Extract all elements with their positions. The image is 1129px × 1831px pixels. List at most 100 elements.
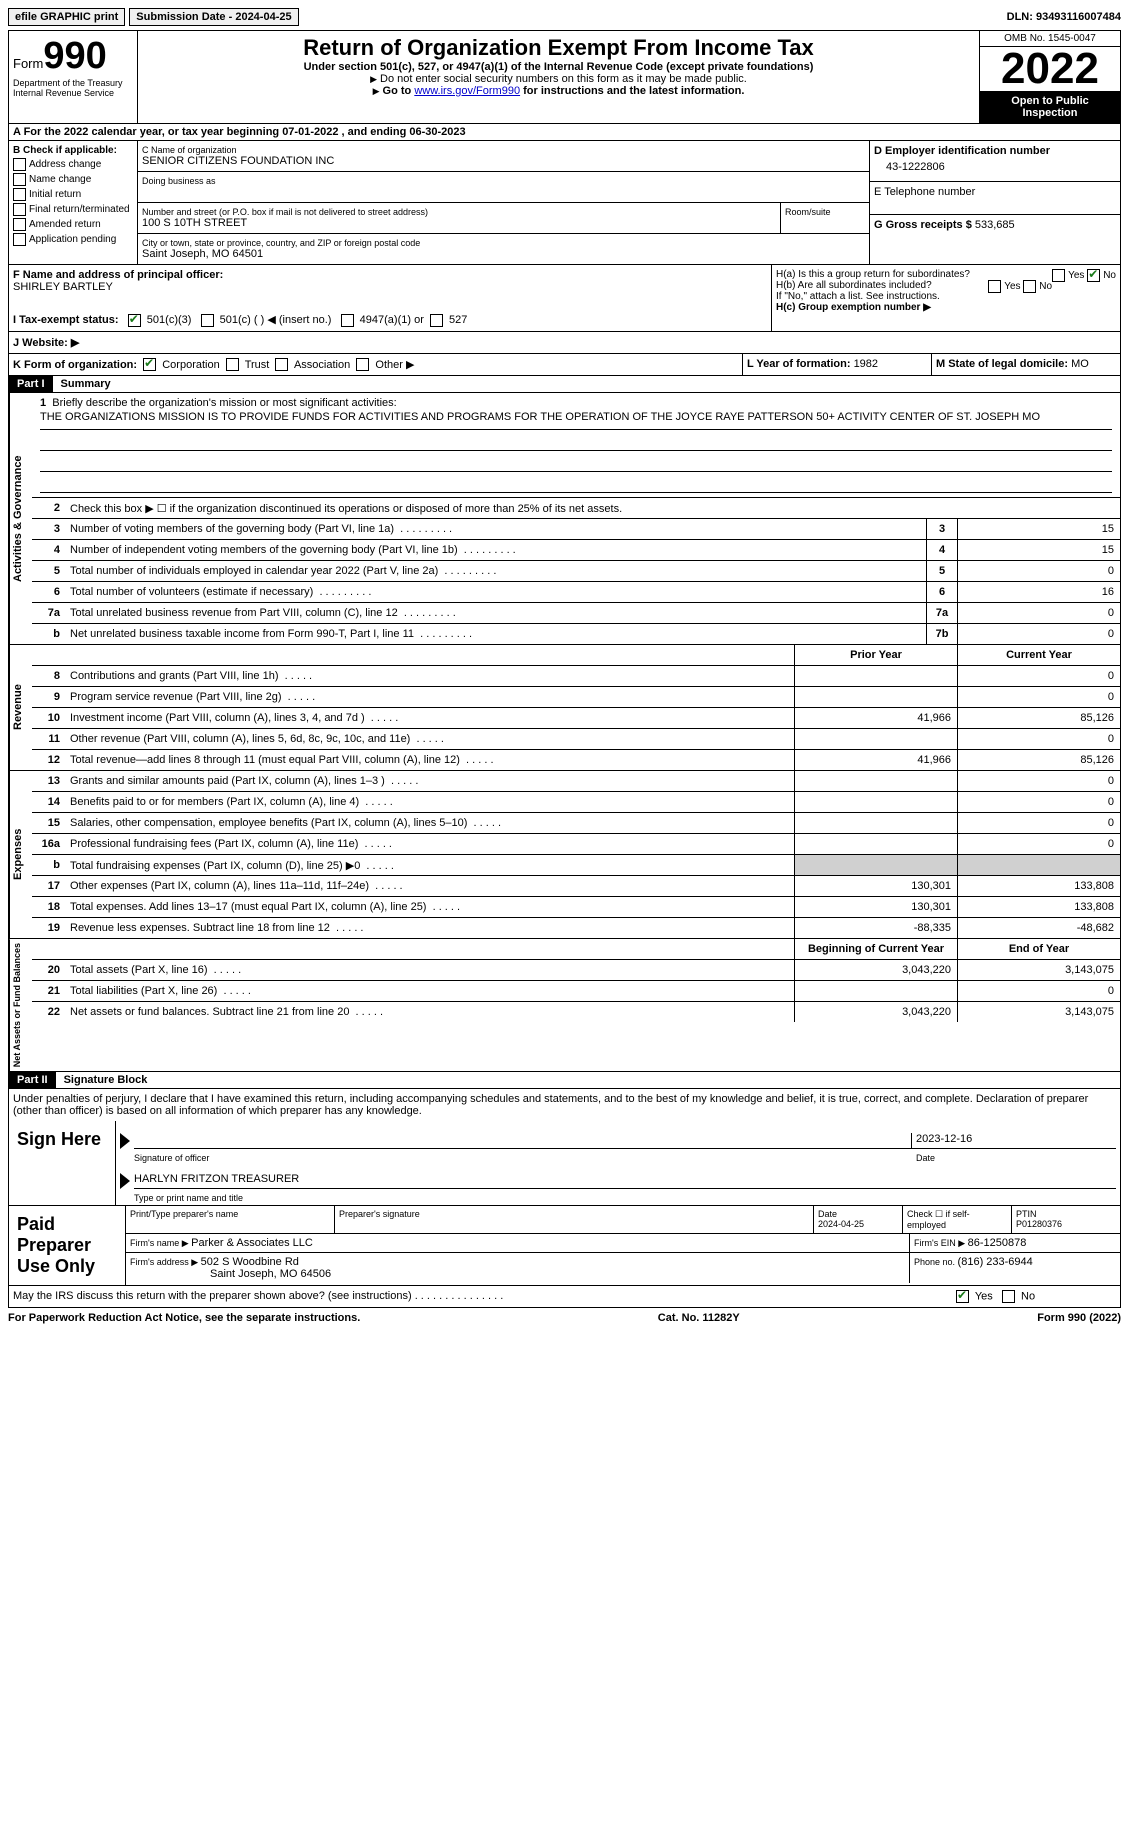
table-row: 14Benefits paid to or for members (Part … (32, 792, 1120, 813)
irs-label: Internal Revenue Service (13, 88, 133, 98)
table-row: 6Total number of volunteers (estimate if… (32, 582, 1120, 603)
line2-label: Check this box ▶ ☐ if the organization d… (66, 500, 1120, 517)
part2-title: Signature Block (64, 1074, 148, 1086)
part1-bar: Part I Summary (8, 376, 1121, 393)
check-corp[interactable] (143, 358, 156, 371)
table-row: 22Net assets or fund balances. Subtract … (32, 1002, 1120, 1022)
tax-year: 2022 (980, 47, 1120, 91)
check-other[interactable] (356, 358, 369, 371)
ha-yes[interactable] (1052, 269, 1065, 282)
check-address[interactable]: Address change (13, 158, 133, 171)
part1-header: Part I (9, 376, 53, 392)
table-row: 4Number of independent voting members of… (32, 540, 1120, 561)
footer-left: For Paperwork Reduction Act Notice, see … (8, 1312, 360, 1324)
part2-header: Part II (9, 1072, 56, 1088)
col-end: End of Year (957, 939, 1120, 959)
prep-date: Date2024-04-25 (814, 1206, 903, 1233)
check-pending[interactable]: Application pending (13, 233, 133, 246)
col-begin: Beginning of Current Year (794, 939, 957, 959)
firm-ein: Firm's EIN ▶ 86-1250878 (910, 1234, 1120, 1252)
phone-label: E Telephone number (874, 186, 1116, 198)
prep-sig-label: Preparer's signature (335, 1206, 814, 1233)
open-public: Open to Public Inspection (980, 91, 1120, 123)
row-i: I Tax-exempt status: 501(c)(3) 501(c) ( … (13, 313, 767, 327)
check-501c[interactable] (201, 314, 214, 327)
row-l: L Year of formation: 1982 (742, 354, 931, 376)
discuss-no[interactable] (1002, 1290, 1015, 1303)
footer-mid: Cat. No. 11282Y (658, 1312, 740, 1324)
box-b-label: B Check if applicable: (13, 145, 133, 156)
form-subtitle: Under section 501(c), 527, or 4947(a)(1)… (142, 61, 975, 73)
table-row: bNet unrelated business taxable income f… (32, 624, 1120, 644)
col-prior: Prior Year (794, 645, 957, 665)
ein-value: 43-1222806 (874, 157, 1116, 177)
irs-link[interactable]: www.irs.gov/Form990 (414, 85, 520, 97)
table-row: 9Program service revenue (Part VIII, lin… (32, 687, 1120, 708)
mission-text: THE ORGANIZATIONS MISSION IS TO PROVIDE … (40, 409, 1112, 430)
paid-preparer-section: Paid Preparer Use Only Print/Type prepar… (8, 1206, 1121, 1286)
section-bc: B Check if applicable: Address change Na… (8, 141, 1121, 265)
dept-treasury: Department of the Treasury (13, 78, 133, 88)
check-527[interactable] (430, 314, 443, 327)
firm-name: Firm's name ▶ Parker & Associates LLC (126, 1234, 910, 1252)
check-4947[interactable] (341, 314, 354, 327)
date-label: Date (916, 1153, 1116, 1163)
table-row: 19Revenue less expenses. Subtract line 1… (32, 918, 1120, 938)
check-501c3[interactable] (128, 314, 141, 327)
check-final[interactable]: Final return/terminated (13, 203, 133, 216)
vert-exp: Expenses (9, 771, 32, 938)
street-value: 100 S 10TH STREET (142, 217, 776, 229)
street-label: Number and street (or P.O. box if mail i… (142, 207, 776, 217)
line1-label: 1 Briefly describe the organization's mi… (40, 397, 1112, 409)
hb-yes[interactable] (988, 280, 1001, 293)
may-irs-label: May the IRS discuss this return with the… (9, 1286, 952, 1307)
check-assoc[interactable] (275, 358, 288, 371)
page-footer: For Paperwork Reduction Act Notice, see … (8, 1312, 1121, 1324)
discuss-yes[interactable] (956, 1290, 969, 1303)
type-name-label: Type or print name and title (134, 1193, 243, 1203)
check-trust[interactable] (226, 358, 239, 371)
part1-title: Summary (61, 378, 111, 390)
form-header: Form990 Department of the Treasury Inter… (8, 30, 1121, 124)
prep-name-label: Print/Type preparer's name (126, 1206, 335, 1233)
note-ssn: Do not enter social security numbers on … (142, 73, 975, 85)
table-row: 3Number of voting members of the governi… (32, 519, 1120, 540)
sig-officer-label: Signature of officer (134, 1153, 916, 1163)
gross-receipts: G Gross receipts $ 533,685 (870, 215, 1120, 235)
note-link: Go to www.irs.gov/Form990 for instructio… (142, 85, 975, 97)
table-row: 11Other revenue (Part VIII, column (A), … (32, 729, 1120, 750)
summary-net: Net Assets or Fund Balances Beginning of… (8, 939, 1121, 1072)
officer-name-sig: HARLYN FRITZON TREASURER (134, 1173, 1116, 1189)
table-row: 18Total expenses. Add lines 13–17 (must … (32, 897, 1120, 918)
firm-address: Firm's address ▶ 502 S Woodbine Rd Saint… (126, 1253, 910, 1283)
check-self-employed[interactable]: Check ☐ if self-employed (903, 1206, 1012, 1233)
table-row: 15Salaries, other compensation, employee… (32, 813, 1120, 834)
hb-no[interactable] (1023, 280, 1036, 293)
vert-ag: Activities & Governance (9, 393, 32, 644)
org-name: SENIOR CITIZENS FOUNDATION INC (142, 155, 865, 167)
check-name[interactable]: Name change (13, 173, 133, 186)
sig-date: 2023-12-16 (911, 1133, 1116, 1149)
row-j: J Website: ▶ (8, 332, 1121, 354)
ha-no[interactable] (1087, 269, 1100, 282)
vert-rev: Revenue (9, 645, 32, 770)
summary-ag: Activities & Governance 1 Briefly descri… (8, 393, 1121, 645)
row-klm: K Form of organization: Corporation Trus… (8, 354, 1121, 377)
summary-rev: Revenue Prior Year Current Year 8Contrib… (8, 645, 1121, 771)
table-row: 7aTotal unrelated business revenue from … (32, 603, 1120, 624)
summary-exp: Expenses 13Grants and similar amounts pa… (8, 771, 1121, 939)
check-initial[interactable]: Initial return (13, 188, 133, 201)
efile-button[interactable]: efile GRAPHIC print (8, 8, 125, 26)
row-a-period: A For the 2022 calendar year, or tax yea… (8, 124, 1121, 141)
sign-here-section: Sign Here 2023-12-16 Signature of office… (8, 1121, 1121, 1206)
table-row: 17Other expenses (Part IX, column (A), l… (32, 876, 1120, 897)
arrow-icon (120, 1133, 130, 1149)
ptin: PTINP01280376 (1012, 1206, 1120, 1233)
table-row: 5Total number of individuals employed in… (32, 561, 1120, 582)
submission-box: Submission Date - 2024-04-25 (129, 8, 298, 26)
check-amended[interactable]: Amended return (13, 218, 133, 231)
dba-label: Doing business as (142, 176, 865, 186)
officer-label: F Name and address of principal officer: (13, 269, 767, 281)
table-row: 20Total assets (Part X, line 16) . . . .… (32, 960, 1120, 981)
city-label: City or town, state or province, country… (142, 238, 865, 248)
